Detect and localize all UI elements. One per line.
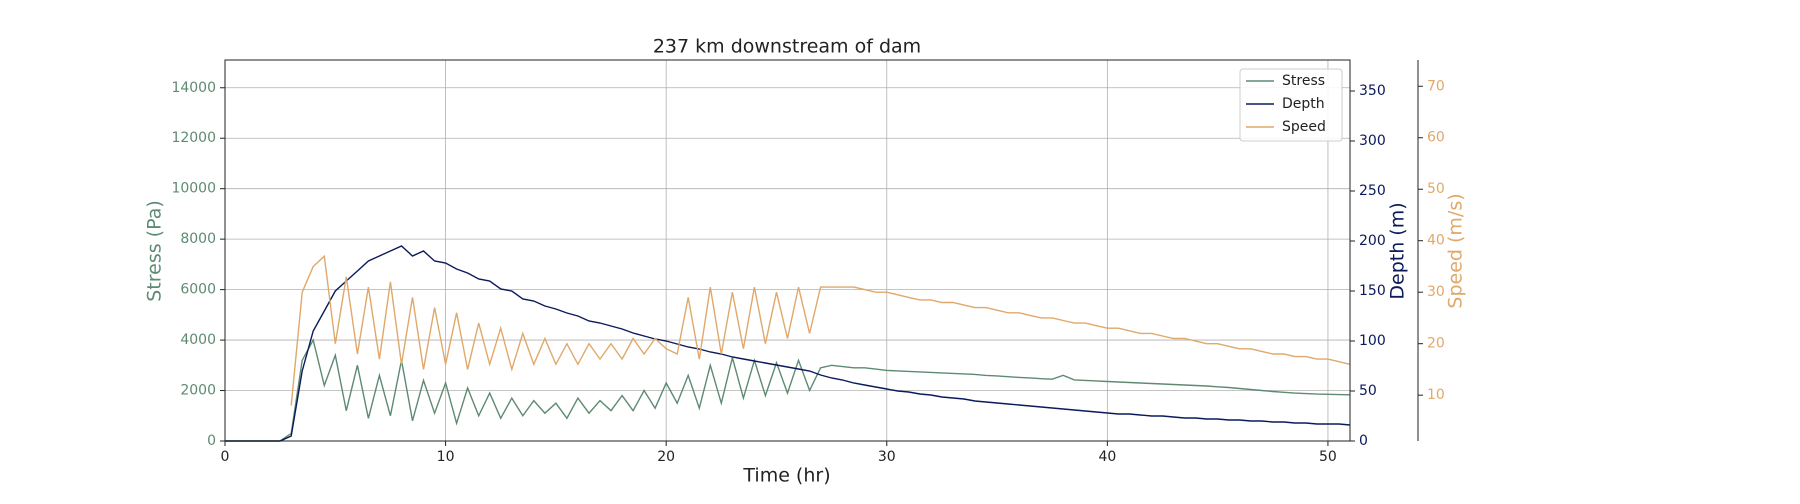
y2-tick-label: 300 (1359, 133, 1386, 149)
y-tick-label: 2000 (180, 383, 216, 399)
y3-tick-label: 60 (1427, 130, 1445, 146)
y-tick-label: 14000 (171, 80, 216, 96)
y2-axis-label: Depth (m) (1387, 202, 1409, 299)
y3-tick-label: 20 (1427, 336, 1445, 352)
y2-tick-label: 0 (1359, 433, 1368, 449)
y-tick-label: 0 (207, 433, 216, 449)
y2-tick-label: 50 (1359, 383, 1377, 399)
y-tick-label: 6000 (180, 282, 216, 298)
y-tick-label: 4000 (180, 332, 216, 348)
series-line (225, 245, 1351, 442)
series-line (290, 254, 1351, 406)
x-tick-label: 30 (878, 449, 896, 465)
legend-label: Depth (1282, 96, 1325, 112)
legend-box (1239, 68, 1343, 142)
y-tick-label: 10000 (171, 181, 216, 197)
x-axis-label: Time (hr) (742, 465, 830, 487)
y-tick-label: 8000 (180, 231, 216, 247)
x-tick-label: 0 (221, 449, 230, 465)
y2-tick-label: 250 (1359, 183, 1386, 199)
y2-tick-label: 200 (1359, 233, 1386, 249)
x-tick-label: 20 (657, 449, 675, 465)
series-line (225, 338, 1351, 442)
x-tick-label: 10 (437, 449, 455, 465)
y3-axis-label: Speed (m/s) (1445, 193, 1467, 308)
legend-label: Speed (1282, 119, 1326, 135)
y3-tick-label: 40 (1427, 233, 1445, 249)
chart-title: 237 km downstream of dam (653, 36, 921, 58)
y3-tick-label: 10 (1427, 387, 1445, 403)
y2-tick-label: 100 (1359, 333, 1386, 349)
y2-tick-label: 350 (1359, 83, 1386, 99)
x-tick-label: 50 (1319, 449, 1337, 465)
y-axis-label: Stress (Pa) (144, 200, 166, 302)
plot-frame (224, 59, 1351, 442)
y3-tick-label: 50 (1427, 181, 1445, 197)
y3-tick-label: 70 (1427, 78, 1445, 94)
x-tick-label: 40 (1098, 449, 1116, 465)
y-tick-label: 12000 (171, 130, 216, 146)
y3-tick-label: 30 (1427, 284, 1445, 300)
legend-label: Stress (1282, 73, 1325, 89)
y2-tick-label: 150 (1359, 283, 1386, 299)
